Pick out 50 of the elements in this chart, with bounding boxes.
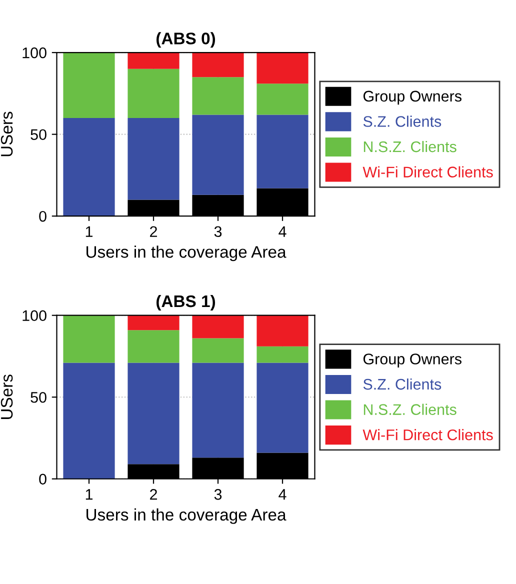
x-tick-label: 4 bbox=[278, 226, 286, 237]
x-tick-label: 3 bbox=[214, 226, 222, 238]
bar bbox=[256, 362, 308, 453]
bar bbox=[256, 84, 308, 115]
chart-title: (ABS 1) bbox=[156, 294, 216, 310]
text: Wi-Fi Direct Clients bbox=[362, 429, 493, 440]
bar bbox=[192, 338, 244, 363]
bar bbox=[128, 68, 180, 118]
bar bbox=[128, 362, 180, 464]
text: N.S.Z. Clients bbox=[364, 404, 456, 415]
bar bbox=[192, 362, 244, 458]
bar bbox=[63, 315, 115, 363]
bar bbox=[256, 315, 308, 346]
chart-title: (ABS 0) bbox=[156, 32, 216, 48]
x-tick-label: 2 bbox=[150, 226, 157, 237]
x-axis-title: Users in the coverage Area bbox=[86, 508, 286, 524]
legend-label: Group Owners bbox=[363, 90, 462, 105]
bar bbox=[63, 362, 115, 479]
y-tick-label: 100 bbox=[22, 47, 46, 58]
bar bbox=[256, 346, 308, 363]
text: S.Z. Clients bbox=[363, 378, 442, 390]
legend-label: N.S.Z. Clients bbox=[364, 140, 456, 152]
bar bbox=[192, 77, 244, 115]
legend-label: S.Z. Clients bbox=[363, 116, 442, 127]
bar bbox=[256, 114, 308, 188]
x-tick-label: 1 bbox=[86, 489, 93, 500]
y-axis-title: USers bbox=[0, 112, 13, 156]
y-tick-label: 50 bbox=[30, 392, 46, 403]
y-tick-label: 0 bbox=[39, 210, 46, 222]
x-axis-title: Users in the coverage Area bbox=[86, 246, 286, 262]
bar bbox=[192, 315, 244, 338]
y-tick-label: 0 bbox=[39, 474, 46, 485]
bar bbox=[128, 52, 180, 69]
bar bbox=[63, 118, 115, 216]
text: Group Owners bbox=[363, 354, 462, 368]
bar bbox=[192, 114, 244, 195]
y-tick-label: 50 bbox=[30, 129, 46, 140]
y-tick-label: 100 bbox=[22, 310, 46, 322]
bar bbox=[192, 52, 244, 78]
bar bbox=[128, 118, 180, 200]
x-tick-label: 1 bbox=[86, 226, 93, 237]
bar bbox=[63, 52, 115, 118]
x-tick-label: 3 bbox=[214, 489, 222, 500]
x-tick-label: 2 bbox=[150, 489, 157, 500]
bar bbox=[128, 330, 180, 363]
bar bbox=[128, 315, 180, 330]
bar bbox=[256, 52, 308, 84]
x-tick-label: 4 bbox=[278, 489, 286, 500]
y-axis-title: USers bbox=[0, 374, 13, 419]
legend-label: Wi-Fi Direct Clients bbox=[362, 166, 493, 178]
